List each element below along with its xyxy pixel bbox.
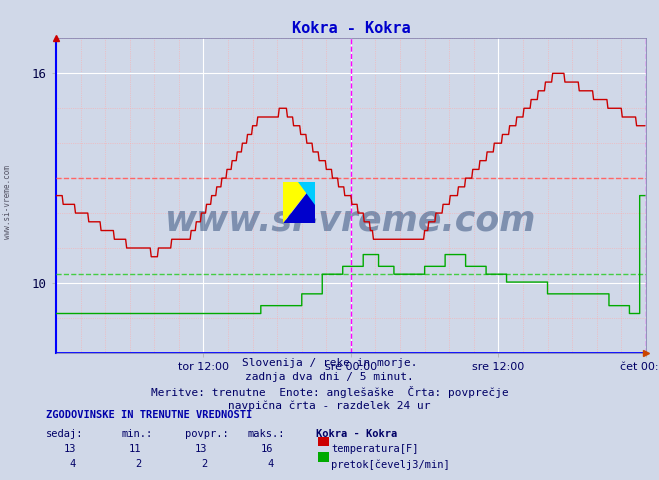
- Text: www.si-vreme.com: www.si-vreme.com: [3, 165, 13, 239]
- Text: 2: 2: [136, 459, 142, 469]
- Polygon shape: [298, 182, 315, 205]
- Text: povpr.:: povpr.:: [185, 429, 228, 439]
- Polygon shape: [283, 182, 315, 223]
- Title: Kokra - Kokra: Kokra - Kokra: [291, 21, 411, 36]
- Text: pretok[čevelj3/min]: pretok[čevelj3/min]: [331, 459, 450, 470]
- Text: zadnja dva dni / 5 minut.: zadnja dva dni / 5 minut.: [245, 372, 414, 382]
- Text: 11: 11: [129, 444, 142, 454]
- Text: min.:: min.:: [122, 429, 153, 439]
- Text: ZGODOVINSKE IN TRENUTNE VREDNOSTI: ZGODOVINSKE IN TRENUTNE VREDNOSTI: [46, 410, 252, 420]
- Text: navpična črta - razdelek 24 ur: navpična črta - razdelek 24 ur: [228, 401, 431, 411]
- Text: 13: 13: [195, 444, 208, 454]
- Text: 4: 4: [268, 459, 273, 469]
- Text: www.si-vreme.com: www.si-vreme.com: [165, 204, 536, 238]
- Text: 4: 4: [70, 459, 76, 469]
- Text: Meritve: trenutne  Enote: anglešaške  Črta: povprečje: Meritve: trenutne Enote: anglešaške Črta…: [151, 386, 508, 398]
- Text: sedaj:: sedaj:: [46, 429, 84, 439]
- Text: 16: 16: [261, 444, 273, 454]
- Text: Kokra - Kokra: Kokra - Kokra: [316, 429, 397, 439]
- Text: temperatura[F]: temperatura[F]: [331, 444, 419, 454]
- Text: Slovenija / reke in morje.: Slovenija / reke in morje.: [242, 358, 417, 368]
- Text: 2: 2: [202, 459, 208, 469]
- Text: 13: 13: [63, 444, 76, 454]
- Text: maks.:: maks.:: [247, 429, 285, 439]
- Polygon shape: [283, 182, 315, 223]
